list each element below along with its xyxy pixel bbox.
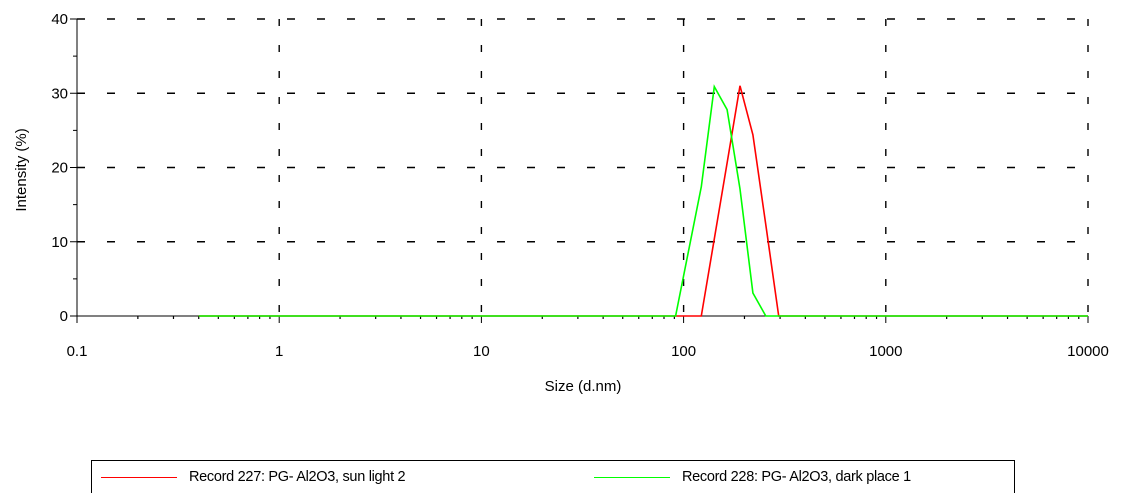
legend-label-series-1: Record 227: PG- Al2O3, sun light 2	[189, 469, 406, 485]
x-tick-label: 0.1	[67, 343, 88, 360]
grid	[77, 18, 1089, 316]
series-line-1	[198, 85, 1088, 317]
x-tick-label: 10000	[1067, 343, 1109, 360]
x-tick-label: 1000	[869, 343, 902, 360]
y-tick-label: 40	[51, 11, 68, 28]
y-tick-label: 20	[51, 160, 68, 177]
legend-swatch-series-1	[101, 476, 177, 478]
axes	[70, 18, 1089, 323]
legend-swatch-series-2	[594, 476, 670, 478]
x-axis-title: Size (d.nm)	[545, 378, 622, 395]
x-tick-label: 100	[671, 343, 696, 360]
y-tick-label: 30	[51, 85, 68, 102]
legend-item-series-1: Record 227: PG- Al2O3, sun light 2	[101, 461, 406, 493]
series-layer	[198, 84, 1088, 317]
legend-item-series-2: Record 228: PG- Al2O3, dark place 1	[594, 461, 911, 493]
y-axis-title: Intensity (%)	[13, 128, 30, 211]
y-tick-label: 10	[51, 234, 68, 251]
legend-label-series-2: Record 228: PG- Al2O3, dark place 1	[682, 469, 911, 485]
x-tick-label: 10	[473, 343, 490, 360]
legend: Record 227: PG- Al2O3, sun light 2 Recor…	[91, 460, 1015, 493]
tick-labels: 0 10 20 30 40 0.1 1 10 100 1000 10000	[51, 11, 1109, 360]
series-line-2	[198, 84, 1088, 317]
y-tick-label: 0	[60, 308, 68, 325]
x-tick-label: 1	[275, 343, 283, 360]
